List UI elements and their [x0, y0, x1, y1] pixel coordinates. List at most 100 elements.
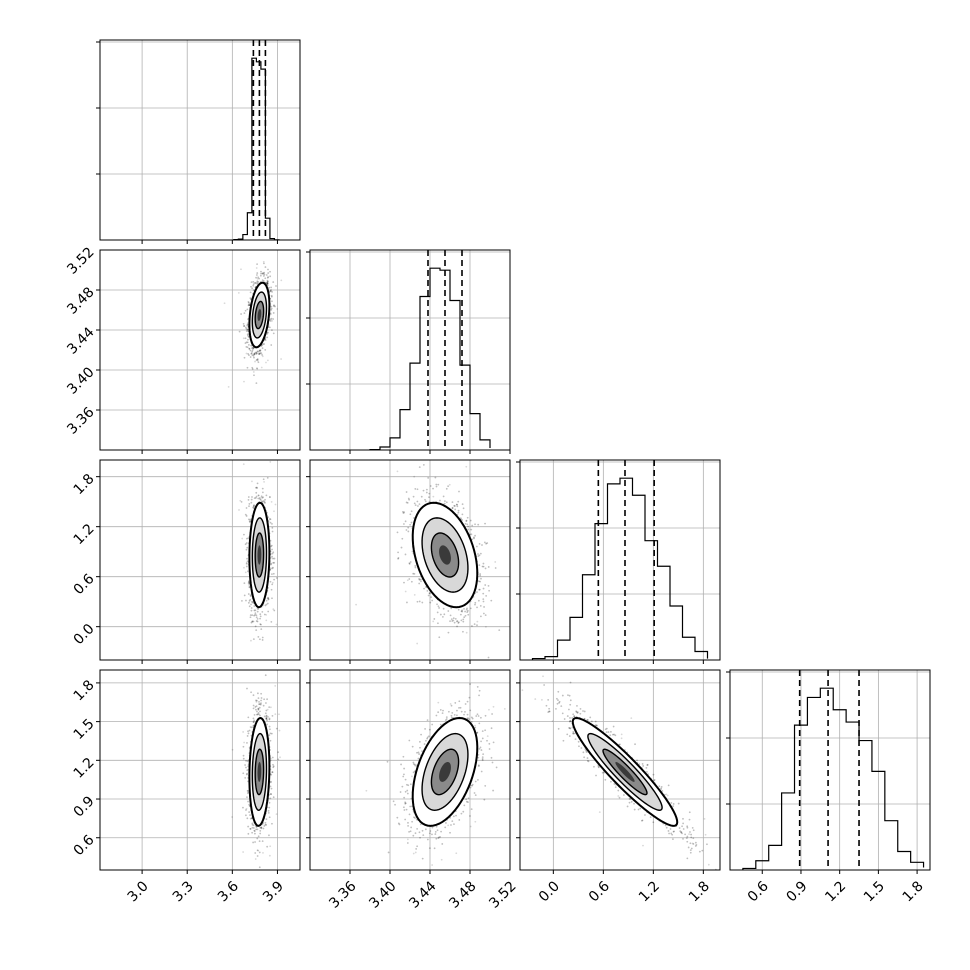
- scatter-2-1-point: [429, 601, 432, 604]
- scatter-1-0-point: [266, 283, 269, 286]
- scatter-1-0-point: [272, 332, 275, 335]
- scatter-2-1-point: [409, 513, 412, 516]
- scatter-2-1-point: [464, 610, 467, 613]
- scatter-2-1-point: [477, 553, 479, 555]
- scatter-2-0-point: [257, 608, 260, 610]
- scatter-1-0-point: [258, 277, 260, 280]
- scatter-3-0-point: [244, 776, 247, 779]
- scatter-1-0-point: [268, 326, 271, 329]
- scatter-1-0-point: [245, 345, 248, 348]
- scatter-2-1-point: [405, 501, 408, 504]
- scatter-2-1-contour: [439, 545, 451, 565]
- scatter-1-0-point: [269, 312, 272, 315]
- scatter-2-0-point: [256, 487, 258, 489]
- scatter-1-0-point: [256, 272, 259, 274]
- scatter-1-0-point: [260, 270, 262, 273]
- scatter-2-0-point: [247, 581, 250, 584]
- scatter-2-1-point: [456, 503, 458, 506]
- scatter-3-0-point: [260, 826, 263, 829]
- scatter-2-0-point: [245, 542, 248, 544]
- scatter-2-1-point: [462, 618, 465, 621]
- scatter-2-1-point: [404, 520, 407, 523]
- scatter-2-0-point: [270, 500, 273, 503]
- scatter-2-1-point: [450, 607, 453, 610]
- scatter-2-0-point: [255, 495, 258, 498]
- scatter-3-0-point: [277, 751, 280, 754]
- scatter-2-1-point: [454, 505, 456, 507]
- scatter-2-0-frame: [99, 459, 301, 661]
- scatter-2-0-point: [255, 620, 258, 622]
- scatter-2-0-point: [249, 521, 252, 524]
- scatter-2-1-point: [420, 495, 423, 498]
- scatter-3-0-point: [246, 789, 249, 792]
- scatter-1-0-point: [251, 368, 254, 370]
- scatter-1-0-point: [270, 308, 273, 311]
- scatter-2-1-point: [467, 528, 470, 531]
- scatter-2-1-point: [423, 587, 425, 590]
- scatter-2-1-point: [478, 588, 481, 591]
- scatter-2-0-point: [270, 588, 273, 591]
- scatter-2-1-point: [477, 555, 480, 557]
- scatter-2-0-point: [257, 497, 260, 500]
- scatter-2-1-point: [461, 503, 464, 506]
- scatter-2-1-point: [436, 603, 438, 606]
- scatter-2-0-point: [266, 597, 269, 600]
- scatter-1-0-point: [249, 356, 252, 358]
- scatter-2-1-point: [449, 620, 451, 623]
- scatter-2-0-point: [245, 562, 248, 564]
- scatter-3-0-point: [245, 773, 248, 776]
- scatter-2-1-point: [406, 579, 409, 582]
- scatter-2-0-point: [245, 563, 248, 565]
- scatter-2-1-point: [471, 524, 474, 527]
- scatter-1-0-point: [253, 374, 255, 377]
- scatter-2-0-point: [255, 614, 258, 617]
- scatter-3-0-point: [270, 787, 273, 790]
- scatter-1-0-point: [256, 352, 258, 355]
- scatter-1-0-point: [251, 347, 253, 350]
- scatter-2-0-point: [251, 614, 254, 617]
- scatter-3-0-point: [255, 705, 258, 708]
- scatter-1-0-point: [259, 274, 262, 277]
- scatter-2-1-point: [456, 620, 458, 623]
- scatter-2-1-point: [422, 463, 425, 466]
- scatter-1-0-point: [246, 328, 249, 331]
- scatter-1-0-panel: 3.523.483.443.403.36: [64, 244, 301, 454]
- scatter-1-0-point: [247, 322, 249, 324]
- scatter-2-1-point: [484, 625, 487, 628]
- scatter-1-0-point: [266, 336, 269, 339]
- scatter-1-0-point: [251, 287, 254, 290]
- scatter-1-0-point: [271, 329, 273, 332]
- scatter-2-1-point: [416, 600, 419, 603]
- scatter-1-0-point: [266, 276, 269, 279]
- scatter-2-0-y-tick-label: 1.8: [71, 471, 98, 498]
- scatter-2-1-point: [484, 522, 486, 525]
- scatter-1-0-point: [256, 350, 259, 353]
- scatter-2-0-point: [273, 561, 276, 564]
- scatter-1-0-point: [263, 271, 266, 274]
- scatter-2-1-point: [464, 614, 467, 617]
- scatter-1-0-point: [261, 347, 264, 350]
- scatter-2-0-point: [275, 623, 278, 626]
- scatter-2-1-point: [409, 561, 412, 563]
- scatter-2-0-point: [267, 516, 270, 519]
- scatter-2-1-point: [403, 581, 405, 584]
- scatter-2-0-point: [254, 609, 257, 612]
- scatter-1-0-point: [255, 276, 257, 279]
- scatter-2-1-point: [474, 534, 476, 537]
- scatter-2-1-point: [418, 503, 421, 506]
- scatter-2-0-y-tick-label: 1.2: [71, 521, 98, 548]
- scatter-1-0-point: [266, 280, 269, 283]
- scatter-2-0-y-tick-label: 0.0: [71, 621, 98, 648]
- scatter-1-0-point: [244, 309, 247, 312]
- scatter-2-0-point: [248, 605, 251, 608]
- scatter-2-0-point: [265, 599, 268, 602]
- scatter-1-0-point: [237, 291, 240, 294]
- scatter-2-1-point: [479, 574, 482, 577]
- scatter-2-1-point: [418, 582, 421, 585]
- scatter-2-1-point: [480, 577, 482, 580]
- scatter-2-0-point: [270, 545, 272, 548]
- scatter-3-0-point: [252, 721, 255, 724]
- scatter-2-1-point: [454, 617, 457, 620]
- scatter-2-1-point: [486, 542, 489, 544]
- scatter-1-0-point: [249, 297, 252, 300]
